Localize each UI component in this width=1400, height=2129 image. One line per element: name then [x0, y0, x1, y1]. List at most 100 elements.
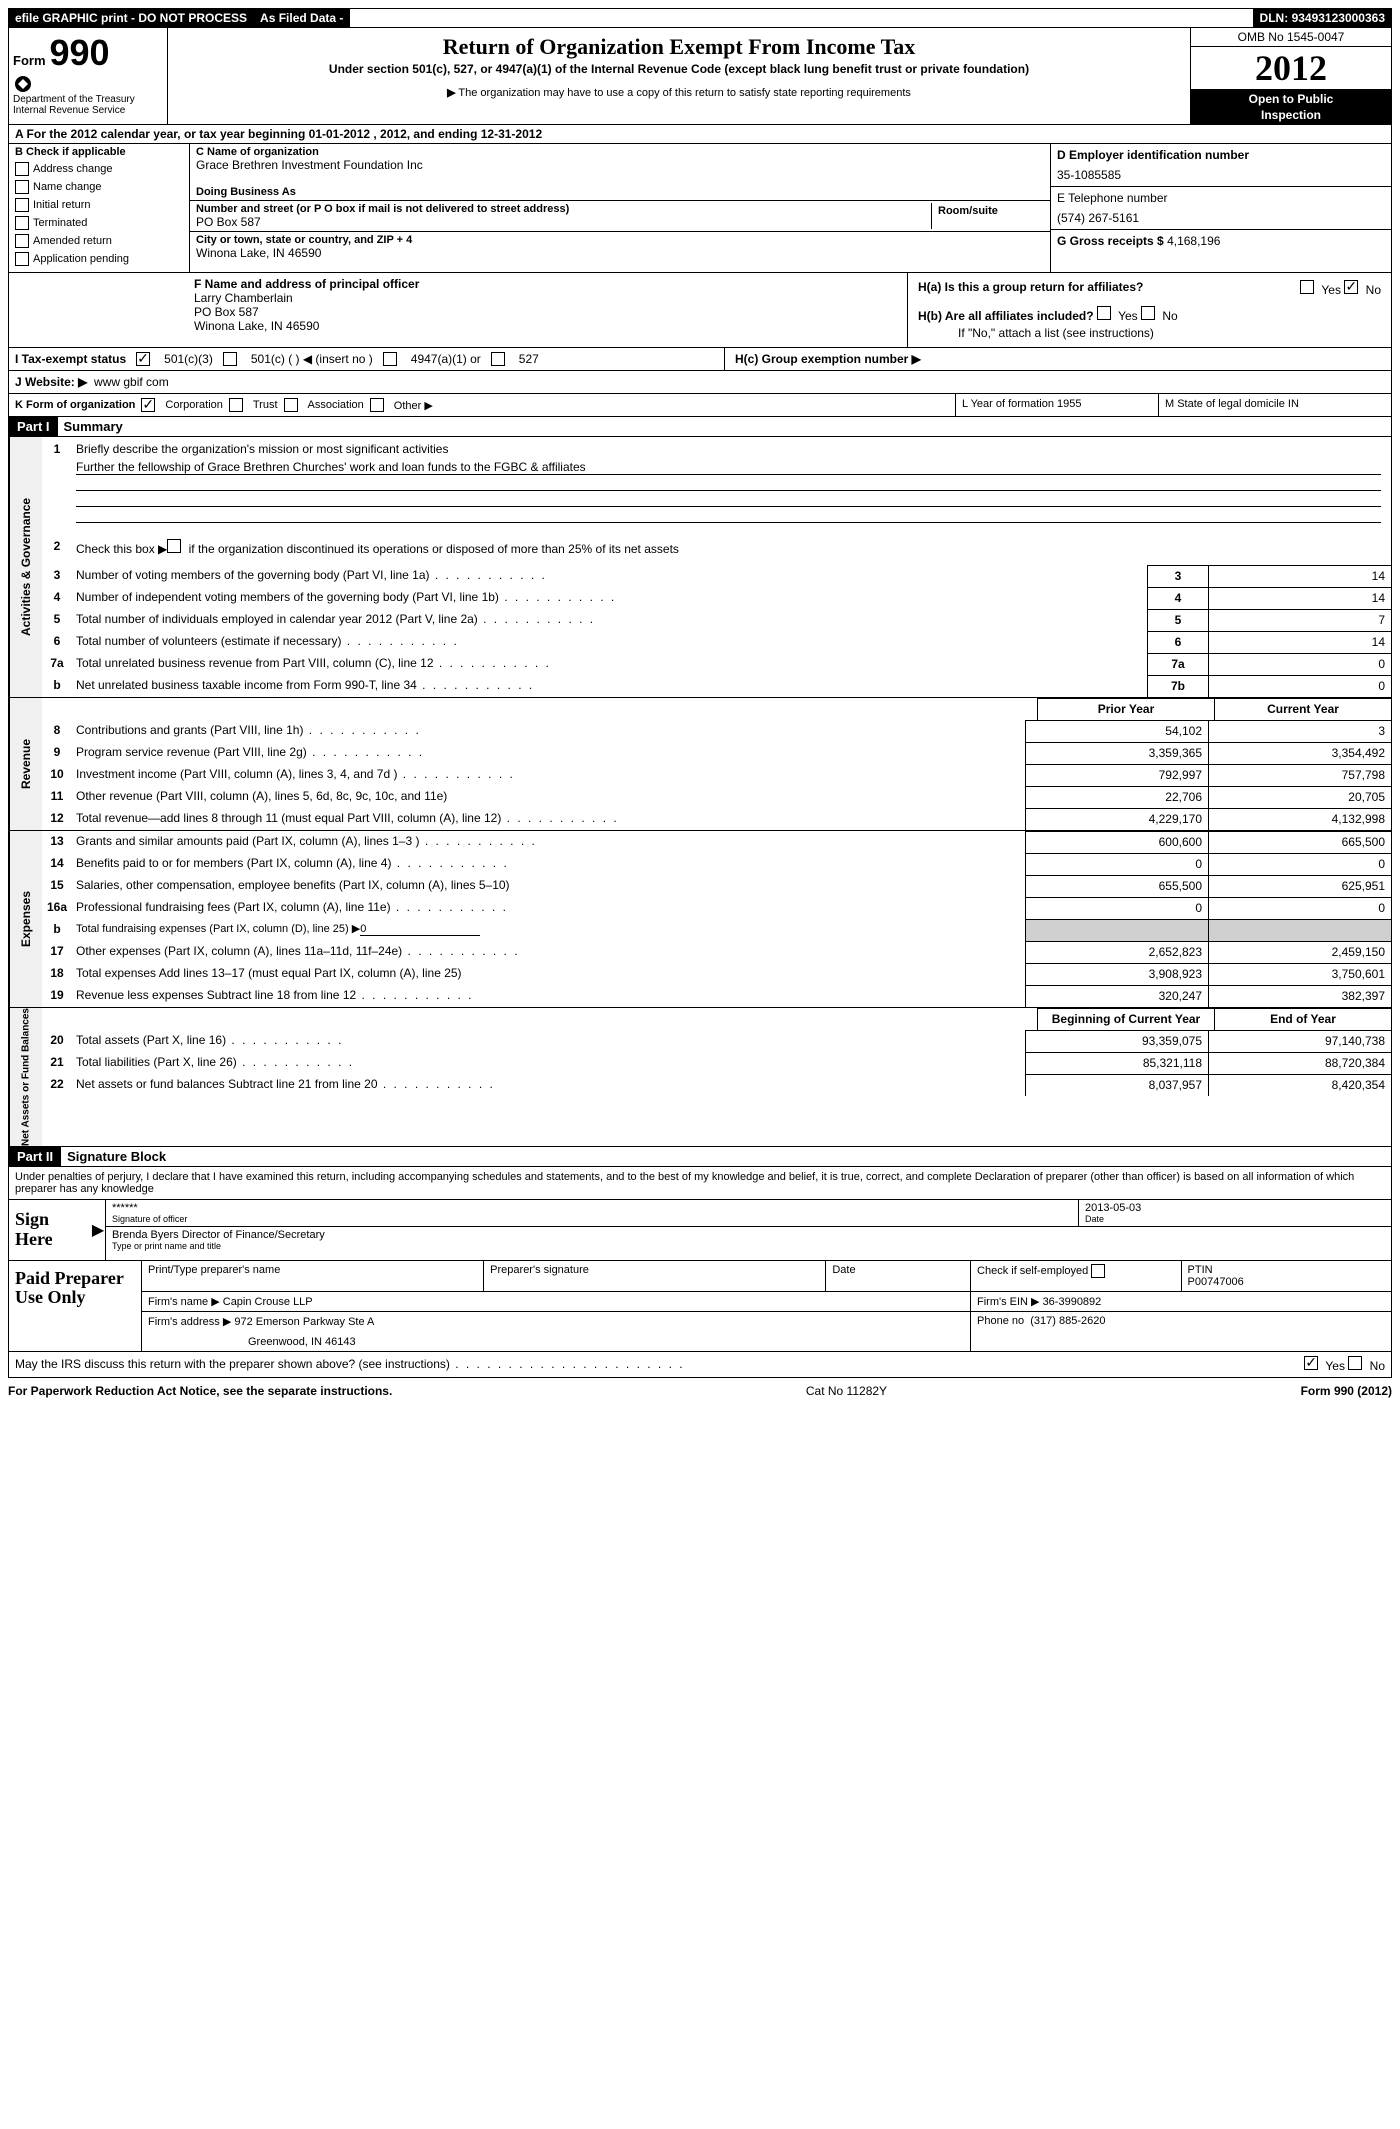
firm-ein-cell: Firm's EIN ▶ 36-3990892 [971, 1292, 1391, 1311]
cb-self-employed[interactable] [1091, 1264, 1105, 1278]
irs-label: Internal Revenue Service [13, 105, 163, 116]
cb-hb-yes[interactable] [1097, 306, 1111, 320]
firm-name-cell: Firm's name ▶ Capin Crouse LLP [142, 1292, 971, 1311]
cb-corp[interactable] [141, 398, 155, 412]
tax-year: 2012 [1191, 47, 1391, 90]
cb-assoc[interactable] [284, 398, 298, 412]
cb-address-change[interactable]: Address change [15, 162, 183, 176]
b-header: B Check if applicable [15, 146, 183, 158]
col-c-org-info: C Name of organization Grace Brethren In… [190, 144, 1050, 272]
l-year-formation: L Year of formation 1955 [955, 394, 1158, 416]
section-a-tax-year: A For the 2012 calendar year, or tax yea… [8, 125, 1392, 144]
cb-terminated[interactable]: Terminated [15, 216, 183, 230]
cb-501c3[interactable] [136, 352, 150, 366]
org-name-label: C Name of organization [196, 146, 1044, 158]
officer-city: Winona Lake, IN 46590 [194, 319, 319, 333]
net-header-row: Beginning of Current Year End of Year [42, 1008, 1391, 1030]
tax-exempt-status: I Tax-exempt status 501(c)(3) 501(c) ( )… [9, 348, 725, 370]
city-row: City or town, state or country, and ZIP … [190, 232, 1050, 262]
preparer-selfemp: Check if self-employed [971, 1261, 1182, 1291]
firm-phone-cell: Phone no (317) 885-2620 [971, 1312, 1391, 1351]
line7b: b Net unrelated business taxable income … [42, 675, 1391, 697]
as-filed-label: As Filed Data - [254, 9, 350, 27]
revenue-label: Revenue [9, 698, 42, 830]
line1-text: Briefly describe the organization's miss… [72, 439, 1391, 459]
line5-value: 7 [1208, 609, 1391, 631]
part2-badge: Part II [9, 1147, 61, 1166]
phone-value: (574) 267-5161 [1057, 211, 1385, 225]
preparer-sig-label: Preparer's signature [484, 1261, 826, 1291]
cb-other[interactable] [370, 398, 384, 412]
hc-line: H(c) Group exemption number ▶ [725, 348, 1391, 370]
k-row: K Form of organization Corporation Trust… [8, 394, 1392, 417]
line4: 4 Number of independent voting members o… [42, 587, 1391, 609]
cb-ha-yes[interactable] [1300, 280, 1314, 294]
irs-eagle-icon [13, 74, 33, 94]
line10: 10Investment income (Part VIII, column (… [42, 764, 1391, 786]
cb-initial-return[interactable]: Initial return [15, 198, 183, 212]
phone-row: E Telephone number (574) 267-5161 [1051, 187, 1391, 230]
line8: 8Contributions and grants (Part VIII, li… [42, 720, 1391, 742]
expenses-section: Expenses 13Grants and similar amounts pa… [8, 831, 1392, 1008]
cb-4947[interactable] [383, 352, 397, 366]
dln-label: DLN: [1260, 11, 1289, 25]
end-year-header: End of Year [1214, 1008, 1391, 1030]
signature-date-cell: 2013-05-03 Date [1078, 1200, 1391, 1226]
paid-preparer-block: Paid Preparer Use Only Print/Type prepar… [8, 1261, 1392, 1352]
current-year-header: Current Year [1214, 698, 1391, 720]
net-assets-label: Net Assets or Fund Balances [9, 1008, 42, 1146]
m-state-domicile: M State of legal domicile IN [1158, 394, 1391, 416]
cb-amended[interactable]: Amended return [15, 234, 183, 248]
cb-501c[interactable] [223, 352, 237, 366]
arrow-icon: ▶ [91, 1200, 105, 1260]
header-center: Return of Organization Exempt From Incom… [168, 28, 1190, 124]
line19: 19Revenue less expenses Subtract line 18… [42, 985, 1391, 1007]
street-label: Number and street (or P O box if mail is… [196, 203, 931, 215]
top-bar: efile GRAPHIC print - DO NOT PROCESS As … [8, 8, 1392, 28]
officer-name-cell: Brenda Byers Director of Finance/Secreta… [106, 1227, 1391, 1253]
cb-discuss-no[interactable] [1348, 1356, 1362, 1370]
officer-name: Larry Chamberlain [194, 291, 293, 305]
line16b: b Total fundraising expenses (Part IX, c… [42, 919, 1391, 941]
header-left: Form 990 Department of the Treasury Inte… [9, 28, 168, 124]
line3-value: 14 [1208, 565, 1391, 587]
i-hc-row: I Tax-exempt status 501(c)(3) 501(c) ( )… [8, 348, 1392, 371]
box-f: F Name and address of principal officer … [9, 273, 908, 347]
line12: 12Total revenue—add lines 8 through 11 (… [42, 808, 1391, 830]
line21: 21Total liabilities (Part X, line 26) 85… [42, 1052, 1391, 1074]
line20: 20Total assets (Part X, line 16) 93,359,… [42, 1030, 1391, 1052]
line4-value: 14 [1208, 587, 1391, 609]
hb-note: If "No," attach a list (see instructions… [918, 326, 1381, 340]
line7a-value: 0 [1208, 653, 1391, 675]
discuss-row: May the IRS discuss this return with the… [8, 1352, 1392, 1378]
cb-application-pending[interactable]: Application pending [15, 252, 183, 266]
line6: 6 Total number of volunteers (estimate i… [42, 631, 1391, 653]
cb-trust[interactable] [229, 398, 243, 412]
net-assets-section: Net Assets or Fund Balances Beginning of… [8, 1008, 1392, 1147]
website-row: J Website: ▶ www gbif com [8, 371, 1392, 394]
cb-527[interactable] [491, 352, 505, 366]
part2-title: Signature Block [67, 1149, 166, 1164]
street-row: Number and street (or P O box if mail is… [190, 201, 1050, 232]
form-title: Return of Organization Exempt From Incom… [172, 34, 1186, 60]
col-d: D Employer identification number 35-1085… [1050, 144, 1391, 272]
cb-ha-no[interactable] [1344, 280, 1358, 294]
line6-value: 14 [1208, 631, 1391, 653]
line22: 22Net assets or fund balances Subtract l… [42, 1074, 1391, 1096]
line7b-value: 0 [1208, 675, 1391, 697]
prior-year-header: Prior Year [1037, 698, 1214, 720]
gross-receipts-row: G Gross receipts $ 4,168,196 [1051, 230, 1391, 252]
cb-name-change[interactable]: Name change [15, 180, 183, 194]
hb-line: H(b) Are all affiliates included? Yes No [918, 306, 1381, 323]
expenses-label: Expenses [9, 831, 42, 1007]
ein-value: 35-1085585 [1057, 168, 1385, 182]
cb-hb-no[interactable] [1141, 306, 1155, 320]
open-public-1: Open to Public [1191, 90, 1391, 108]
line3: 3 Number of voting members of the govern… [42, 565, 1391, 587]
spacer [350, 9, 1253, 27]
preparer-name-label: Print/Type preparer's name [142, 1261, 484, 1291]
signature-cell[interactable]: ****** Signature of officer [106, 1200, 1078, 1226]
form-note: ▶ The organization may have to use a cop… [172, 86, 1186, 99]
cb-line2[interactable] [167, 539, 181, 553]
cb-discuss-yes[interactable] [1304, 1356, 1318, 1370]
